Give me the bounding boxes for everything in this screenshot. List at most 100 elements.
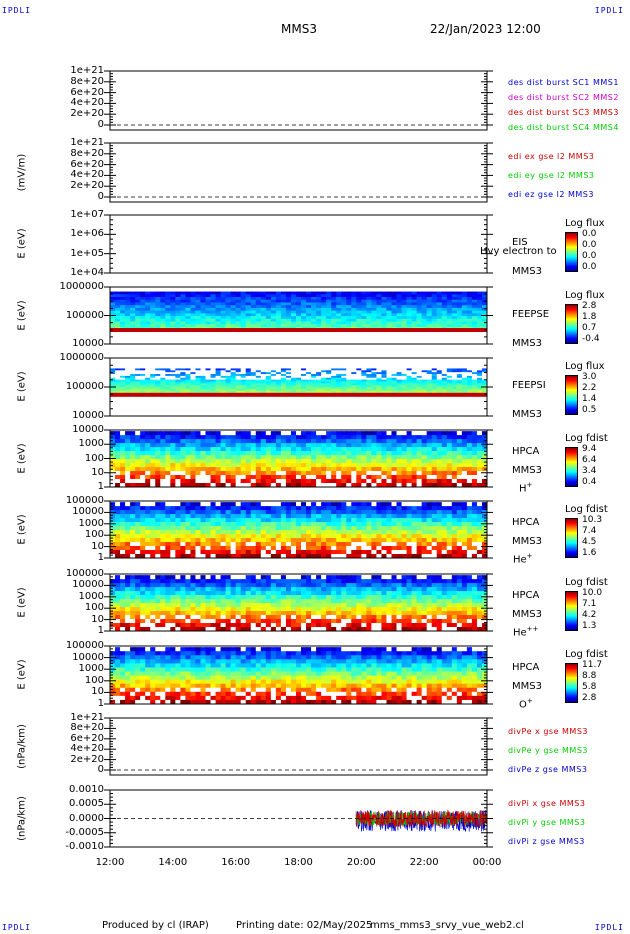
spectrogram-cell xyxy=(275,307,282,312)
spectrogram-cell xyxy=(200,451,207,456)
spectrogram-cell xyxy=(441,291,448,295)
spectrogram-cell xyxy=(245,388,252,392)
spectrogram-cell xyxy=(155,299,161,303)
spectrogram-cell xyxy=(250,479,257,484)
spectrogram-cell xyxy=(235,294,242,298)
spectrogram-cell xyxy=(456,377,463,381)
spectrogram-cell xyxy=(401,455,408,460)
spectrogram-cell xyxy=(336,385,342,388)
spectrogram-cell xyxy=(441,575,448,580)
spectrogram-cell xyxy=(316,381,322,384)
spectrogram-cell xyxy=(205,522,212,527)
spectrogram-cell xyxy=(290,372,297,375)
spectrogram-cell xyxy=(225,372,232,375)
colorbar-stop xyxy=(566,480,577,482)
spectrogram-cell xyxy=(406,387,413,390)
spectrogram-cell xyxy=(386,324,392,328)
spectrogram-cell xyxy=(401,483,408,488)
spectrogram-cell xyxy=(125,475,131,480)
spectrogram-cell xyxy=(476,483,483,488)
spectrogram-cell xyxy=(361,374,367,377)
spectrogram-cell xyxy=(346,483,352,488)
spectrogram-cell xyxy=(225,575,232,580)
spectrogram-cell xyxy=(220,463,227,468)
spectrogram-cell xyxy=(245,299,252,303)
spectrogram-cell xyxy=(381,575,387,580)
spectrogram-cell xyxy=(285,388,292,392)
spectrogram-cell xyxy=(215,383,222,386)
spectrogram-cell xyxy=(245,550,252,555)
spectrogram-cell xyxy=(140,297,146,301)
spectrogram-cell xyxy=(306,546,312,551)
spectrogram-cell xyxy=(316,510,322,515)
spectrogram-cell xyxy=(441,318,448,323)
spectrogram-cell xyxy=(280,385,287,388)
spectrogram-cell xyxy=(265,459,272,464)
spectrogram-cell xyxy=(140,514,146,519)
spectrogram-cell xyxy=(115,554,121,559)
spectrogram-cell xyxy=(190,514,196,519)
spectrogram-cell xyxy=(290,506,297,511)
spectrogram-cell xyxy=(346,542,352,547)
spectrogram-cell xyxy=(471,455,478,460)
spectrogram-cell xyxy=(205,526,212,531)
spectrogram-cell xyxy=(451,385,458,388)
spectrogram-cell xyxy=(456,297,463,301)
spectrogram-cell xyxy=(351,297,357,301)
spectrogram-cell xyxy=(321,459,327,464)
spectrogram-cell xyxy=(391,368,398,371)
spectrogram-cell xyxy=(170,483,176,488)
spectrogram-cell xyxy=(230,313,237,317)
spectrogram-cell xyxy=(110,370,116,373)
spectrogram-cell xyxy=(476,546,483,551)
spectrogram-cell xyxy=(371,471,377,476)
spectrogram-cell xyxy=(200,506,207,511)
spectrogram-cell xyxy=(280,310,287,314)
colorbar-frame xyxy=(565,447,578,487)
spectrogram-cell xyxy=(295,467,302,472)
spectrogram-cell xyxy=(265,372,272,375)
spectrogram-cell xyxy=(391,439,398,444)
spectrogram-cell xyxy=(431,471,438,476)
spectrogram-cell xyxy=(230,475,237,480)
spectrogram-cell xyxy=(150,502,156,507)
spectrogram-cell xyxy=(391,575,398,580)
spectrogram-cell xyxy=(481,479,488,484)
spectrogram-cell xyxy=(295,447,302,452)
spectrogram-cell xyxy=(356,506,362,511)
spectrogram-cell xyxy=(165,542,171,547)
spectrogram-cell xyxy=(411,299,418,303)
spectrogram-cell xyxy=(255,479,262,484)
spectrogram-cell xyxy=(115,459,121,464)
spectrogram-cell xyxy=(331,381,337,384)
colorbar-stop xyxy=(566,463,577,465)
spectrogram-bottom-band xyxy=(110,392,487,397)
spectrogram-cell xyxy=(326,575,332,580)
spectrogram-cell xyxy=(441,316,448,320)
spectrogram-cell xyxy=(290,451,297,456)
spectrogram-cell xyxy=(125,299,131,303)
spectrogram-cell xyxy=(431,291,438,295)
spectrogram-cell xyxy=(336,579,342,584)
spectrogram-cell xyxy=(356,302,362,306)
spectrogram-cell xyxy=(461,546,468,551)
spectrogram-cell xyxy=(346,447,352,452)
spectrogram-cell xyxy=(316,451,322,456)
spectrogram-cell xyxy=(471,506,478,511)
spectrogram-cell xyxy=(426,374,433,377)
spectrogram-cell xyxy=(185,310,191,314)
spectrogram-cell xyxy=(190,506,196,511)
spectrogram-cell xyxy=(456,390,463,394)
spectrogram-cell xyxy=(225,324,232,328)
spectrogram-cell xyxy=(461,321,468,325)
spectrogram-cell xyxy=(306,510,312,515)
spectrogram-cell xyxy=(456,379,463,382)
spectrogram-cell xyxy=(110,318,116,323)
spectrogram-cell xyxy=(175,522,181,527)
spectrogram-cell xyxy=(255,550,262,555)
spectrogram-cell xyxy=(336,463,342,468)
spectrogram-cell xyxy=(280,324,287,328)
colorbar-stop xyxy=(566,385,577,387)
spectrogram-cell xyxy=(250,451,257,456)
spectrogram-cell xyxy=(341,447,347,452)
